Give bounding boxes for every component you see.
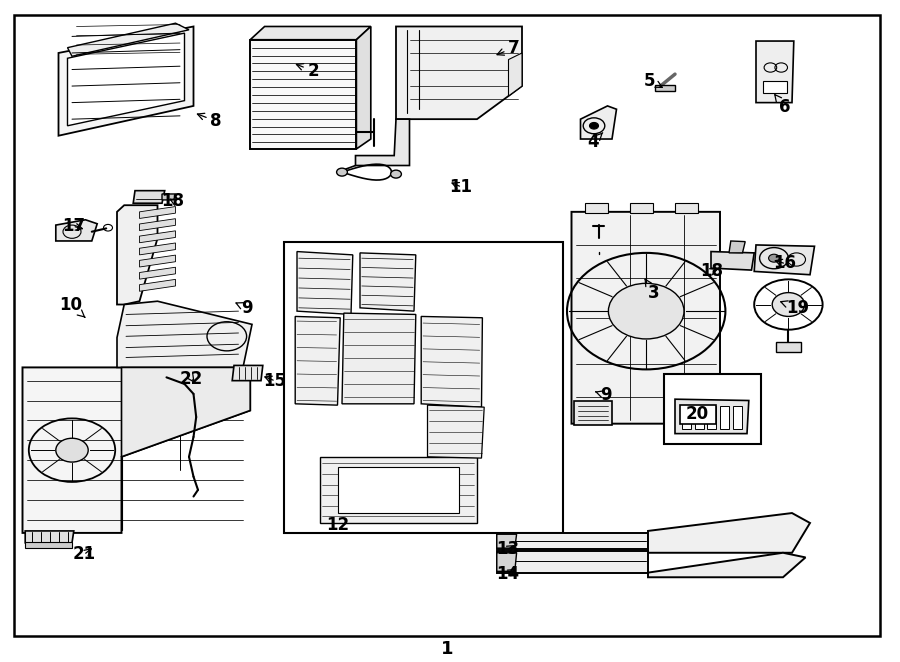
Polygon shape [68, 23, 189, 56]
Polygon shape [574, 401, 612, 425]
Bar [680, 405, 716, 424]
Bar [733, 406, 742, 429]
Polygon shape [250, 26, 371, 40]
Polygon shape [428, 405, 484, 458]
Polygon shape [356, 26, 371, 149]
Polygon shape [22, 367, 250, 533]
Polygon shape [25, 531, 74, 543]
Text: 20: 20 [686, 405, 709, 424]
Text: 9: 9 [596, 386, 611, 404]
Bar [585, 203, 608, 213]
Polygon shape [421, 316, 482, 407]
Polygon shape [140, 207, 176, 218]
Polygon shape [754, 245, 814, 275]
Polygon shape [497, 533, 648, 549]
Bar [720, 406, 729, 429]
Polygon shape [396, 26, 522, 119]
Polygon shape [508, 53, 522, 96]
Polygon shape [648, 513, 810, 553]
Bar [682, 406, 691, 429]
Polygon shape [140, 255, 176, 267]
Polygon shape [360, 253, 416, 311]
Polygon shape [342, 313, 416, 404]
Polygon shape [58, 26, 194, 136]
Bar [776, 342, 801, 352]
Polygon shape [675, 399, 749, 434]
Text: 4: 4 [588, 132, 603, 152]
Polygon shape [648, 553, 806, 577]
Bar [664, 374, 761, 444]
Text: 16: 16 [773, 254, 796, 273]
Polygon shape [756, 41, 794, 103]
Bar [655, 85, 675, 91]
Polygon shape [580, 106, 616, 139]
Polygon shape [140, 279, 176, 291]
Polygon shape [297, 252, 353, 314]
Text: 3: 3 [645, 279, 659, 302]
Polygon shape [497, 551, 648, 573]
Polygon shape [711, 252, 754, 270]
Text: 9: 9 [236, 299, 252, 317]
Bar [25, 542, 72, 548]
Text: 2: 2 [296, 62, 319, 80]
Text: 11: 11 [449, 177, 473, 196]
Text: 7: 7 [497, 38, 519, 57]
Polygon shape [572, 212, 720, 424]
Polygon shape [162, 194, 176, 200]
Text: 10: 10 [58, 295, 85, 317]
Polygon shape [122, 367, 250, 457]
Bar [675, 203, 698, 213]
Text: 13: 13 [496, 540, 519, 559]
Polygon shape [295, 316, 340, 405]
Text: 8: 8 [197, 112, 221, 130]
Text: 21: 21 [73, 545, 96, 563]
Text: 18: 18 [161, 191, 184, 210]
Polygon shape [133, 191, 165, 203]
Polygon shape [356, 119, 410, 166]
Text: 14: 14 [496, 565, 519, 583]
Bar [338, 467, 459, 513]
Polygon shape [140, 231, 176, 243]
Text: 12: 12 [326, 516, 349, 534]
Text: 6: 6 [775, 95, 790, 117]
Polygon shape [232, 365, 263, 381]
Polygon shape [497, 553, 517, 571]
Bar [630, 203, 652, 213]
Circle shape [590, 122, 598, 129]
Circle shape [56, 438, 88, 462]
Polygon shape [56, 220, 97, 241]
Polygon shape [140, 267, 176, 279]
Polygon shape [117, 205, 158, 305]
Text: 19: 19 [780, 299, 809, 317]
Polygon shape [68, 33, 184, 126]
Text: 18: 18 [700, 262, 724, 281]
Polygon shape [140, 243, 176, 255]
Circle shape [608, 283, 684, 339]
Polygon shape [320, 457, 477, 523]
Bar [763, 81, 787, 93]
Text: 1: 1 [441, 639, 454, 658]
Text: 15: 15 [263, 371, 286, 390]
Circle shape [391, 170, 401, 178]
Bar [250, 40, 356, 149]
Polygon shape [117, 301, 252, 367]
Circle shape [769, 254, 779, 262]
Bar [707, 406, 716, 429]
Bar [284, 242, 562, 533]
Polygon shape [729, 241, 745, 253]
Polygon shape [140, 218, 176, 230]
Circle shape [337, 168, 347, 176]
Text: 22: 22 [180, 369, 203, 388]
Text: 5: 5 [644, 71, 662, 90]
Bar [695, 406, 704, 429]
Polygon shape [497, 534, 517, 548]
Text: 17: 17 [62, 217, 86, 236]
Circle shape [772, 293, 805, 316]
